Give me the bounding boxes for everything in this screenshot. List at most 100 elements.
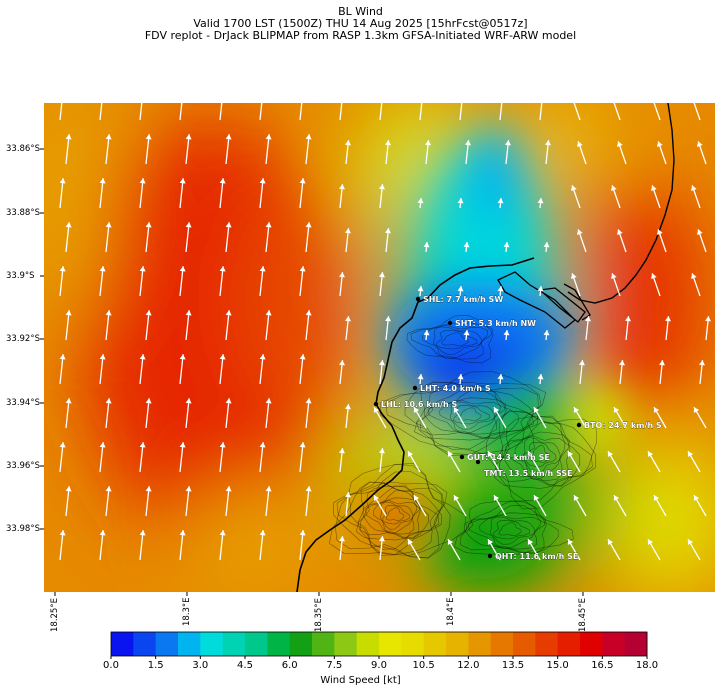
wind-arrow	[613, 103, 621, 121]
wind-arrow-head	[145, 222, 152, 228]
station-bto-marker[interactable]	[576, 422, 582, 428]
wind-arrow-head	[345, 492, 351, 498]
wind-arrow-head	[339, 360, 345, 366]
colorbar-tick-label: 4.5	[237, 660, 253, 671]
wind-arrow	[139, 354, 144, 385]
wind-arrow-head	[65, 222, 72, 228]
wind-arrow-head	[220, 90, 226, 95]
wind-arrow-head	[185, 222, 192, 228]
station-lhl-marker[interactable]	[373, 401, 379, 407]
contour-line	[410, 322, 494, 360]
wind-arrow-head	[225, 222, 232, 228]
wind-arrow-head	[487, 539, 494, 546]
wind-arrow	[219, 266, 224, 297]
wind-arrow-head	[425, 140, 431, 146]
contour-line	[329, 464, 467, 556]
wind-arrow	[265, 398, 270, 429]
lat-label-33-92: 33.92°S	[6, 334, 40, 344]
wind-arrow-head	[139, 442, 146, 448]
wind-arrow-head	[59, 266, 66, 272]
wind-arrow	[259, 442, 264, 473]
wind-arrow-head	[65, 398, 72, 404]
wind-arrow-head	[419, 96, 425, 101]
wind-arrow-head	[650, 103, 652, 104]
wind-arrow-head	[543, 330, 550, 336]
wind-arrow-head	[65, 310, 72, 316]
wind-arrow-head	[576, 141, 583, 148]
wind-arrow	[179, 103, 183, 121]
contour-line	[454, 500, 574, 556]
contour-line	[433, 326, 483, 355]
wind-arrow-head	[219, 354, 226, 360]
wind-arrow	[65, 398, 70, 429]
station-tmt-marker[interactable]	[475, 459, 481, 465]
wind-arrow-head	[219, 442, 226, 448]
station-markers: SHL: 7.7 km/h SW SHT: 5.3 km/h NW LHT: 4.0…	[373, 295, 662, 561]
colorbar-segment	[580, 632, 603, 656]
wind-arrow-head	[265, 222, 272, 228]
wind-arrow	[99, 103, 103, 121]
station-oht-marker[interactable]	[487, 553, 493, 559]
wind-arrow-head	[537, 286, 544, 292]
lat-label-33-88: 33.88°S	[6, 208, 40, 218]
wind-arrow	[219, 103, 223, 121]
wind-arrow-head	[647, 539, 654, 546]
wind-arrow	[299, 266, 304, 297]
station-lht-marker[interactable]	[412, 385, 418, 391]
wind-arrow	[653, 103, 661, 121]
wind-arrow-head	[345, 404, 351, 410]
wind-arrow-head	[339, 536, 345, 542]
wind-arrow	[339, 103, 343, 121]
colorbar-segment	[289, 632, 313, 656]
wind-arrow-head	[653, 407, 660, 414]
wind-arrow-head	[570, 103, 572, 104]
wind-arrow-head	[539, 96, 545, 101]
contour-line	[333, 471, 445, 559]
contour-line	[427, 397, 507, 435]
wind-arrow-head	[543, 242, 550, 248]
wind-arrow-head	[179, 530, 186, 536]
wind-arrow-head	[139, 266, 146, 272]
wind-arrow-head	[493, 407, 500, 414]
contour-line	[336, 482, 448, 555]
wind-arrow-head	[423, 242, 430, 248]
station-shl-label: SHL: 7.7 km/h SW	[423, 295, 503, 304]
wind-arrow-head	[690, 103, 692, 104]
station-gut-marker[interactable]	[459, 454, 465, 460]
wind-arrow	[225, 310, 230, 341]
wind-arrow	[185, 310, 190, 341]
station-shl-marker[interactable]	[415, 296, 421, 302]
wind-arrow-head	[299, 178, 306, 184]
wind-arrow-head	[573, 407, 580, 414]
colorbar-segment	[356, 632, 380, 656]
wind-arrow-head	[260, 90, 266, 95]
wind-arrow-head	[407, 451, 414, 458]
wind-arrow-head	[345, 228, 351, 234]
wind-arrow-head	[259, 530, 266, 536]
wind-arrow-head	[616, 141, 623, 148]
wind-arrow-head	[613, 407, 620, 414]
colorbar-tick-label: 13.5	[501, 660, 525, 671]
colorbar-tick-label: 18.0	[635, 660, 659, 671]
wind-arrow	[59, 266, 64, 297]
wind-arrow-head	[613, 495, 620, 502]
colorbar-segment	[401, 632, 425, 656]
contour-line	[505, 431, 570, 481]
contour-line	[360, 485, 429, 539]
wind-arrow	[59, 103, 63, 121]
wind-arrow	[225, 486, 230, 517]
wind-arrow-head	[579, 360, 585, 366]
colorbar-segment	[334, 632, 358, 656]
station-sht-marker[interactable]	[447, 320, 453, 326]
wind-arrow-head	[457, 286, 464, 292]
wind-arrow-head	[225, 486, 232, 492]
map-title: BL Wind	[338, 5, 383, 18]
wind-arrow-head	[459, 96, 465, 101]
wind-arrow-head	[417, 286, 424, 292]
wind-arrow-head	[379, 272, 385, 278]
wind-arrow	[145, 310, 150, 341]
wind-arrow	[185, 398, 190, 429]
wind-arrow-head	[105, 310, 112, 316]
wind-arrow	[99, 266, 104, 297]
